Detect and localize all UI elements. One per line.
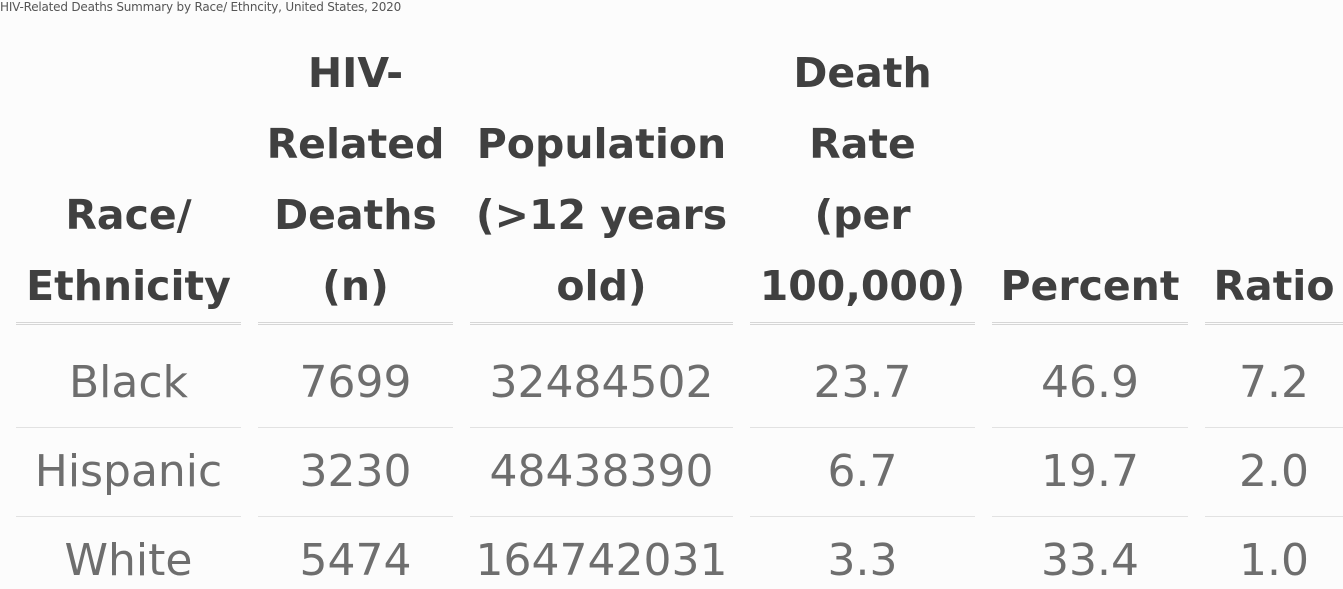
cell-race: Black bbox=[0, 339, 258, 428]
header-percent: Percent bbox=[992, 38, 1205, 339]
header-death-rate: Death Rate (per 100,000) bbox=[750, 38, 992, 339]
header-population: Population (>12 years old) bbox=[470, 38, 750, 339]
header-line: Ethnicity bbox=[26, 262, 231, 310]
table-caption: HIV-Related Deaths Summary by Race/ Ethn… bbox=[0, 0, 402, 14]
cell-death-rate: 23.7 bbox=[750, 339, 992, 428]
header-line: HIV- bbox=[307, 49, 404, 97]
cell-ratio: 2.0 bbox=[1205, 428, 1343, 517]
cell-deaths: 5474 bbox=[258, 517, 470, 589]
header-line: Death bbox=[793, 49, 932, 97]
cell-race: White bbox=[0, 517, 258, 589]
header-line: Percent bbox=[1000, 262, 1180, 310]
summary-table: Race/ Ethnicity HIV- Related Deaths (n) … bbox=[0, 38, 1343, 589]
header-line: Race/ bbox=[65, 191, 192, 239]
header-row: Race/ Ethnicity HIV- Related Deaths (n) … bbox=[0, 38, 1343, 339]
header-race-ethnicity: Race/ Ethnicity bbox=[0, 38, 258, 339]
header-line: Population bbox=[476, 120, 727, 168]
cell-ratio: 1.0 bbox=[1205, 517, 1343, 589]
cell-population: 48438390 bbox=[470, 428, 750, 517]
table-row: Hispanic 3230 48438390 6.7 19.7 2.0 bbox=[0, 428, 1343, 517]
header-line: old) bbox=[556, 262, 647, 310]
header-deaths: HIV- Related Deaths (n) bbox=[258, 38, 470, 339]
table-row: Black 7699 32484502 23.7 46.9 7.2 bbox=[0, 339, 1343, 428]
cell-ratio: 7.2 bbox=[1205, 339, 1343, 428]
cell-population: 164742031 bbox=[470, 517, 750, 589]
cell-death-rate: 3.3 bbox=[750, 517, 992, 589]
cell-population: 32484502 bbox=[470, 339, 750, 428]
header-line: Related bbox=[266, 120, 445, 168]
header-line: 100,000) bbox=[759, 262, 966, 310]
table-row: White 5474 164742031 3.3 33.4 1.0 bbox=[0, 517, 1343, 589]
header-line: Ratio bbox=[1213, 262, 1335, 310]
header-ratio: Ratio bbox=[1205, 38, 1343, 339]
header-line: (per bbox=[814, 191, 911, 239]
header-line: Deaths bbox=[274, 191, 437, 239]
cell-deaths: 3230 bbox=[258, 428, 470, 517]
cell-deaths: 7699 bbox=[258, 339, 470, 428]
header-line: (n) bbox=[322, 262, 389, 310]
cell-percent: 46.9 bbox=[992, 339, 1205, 428]
header-line: (>12 years bbox=[475, 191, 728, 239]
cell-percent: 33.4 bbox=[992, 517, 1205, 589]
cell-percent: 19.7 bbox=[992, 428, 1205, 517]
header-line: Rate bbox=[809, 120, 916, 168]
cell-death-rate: 6.7 bbox=[750, 428, 992, 517]
cell-race: Hispanic bbox=[0, 428, 258, 517]
